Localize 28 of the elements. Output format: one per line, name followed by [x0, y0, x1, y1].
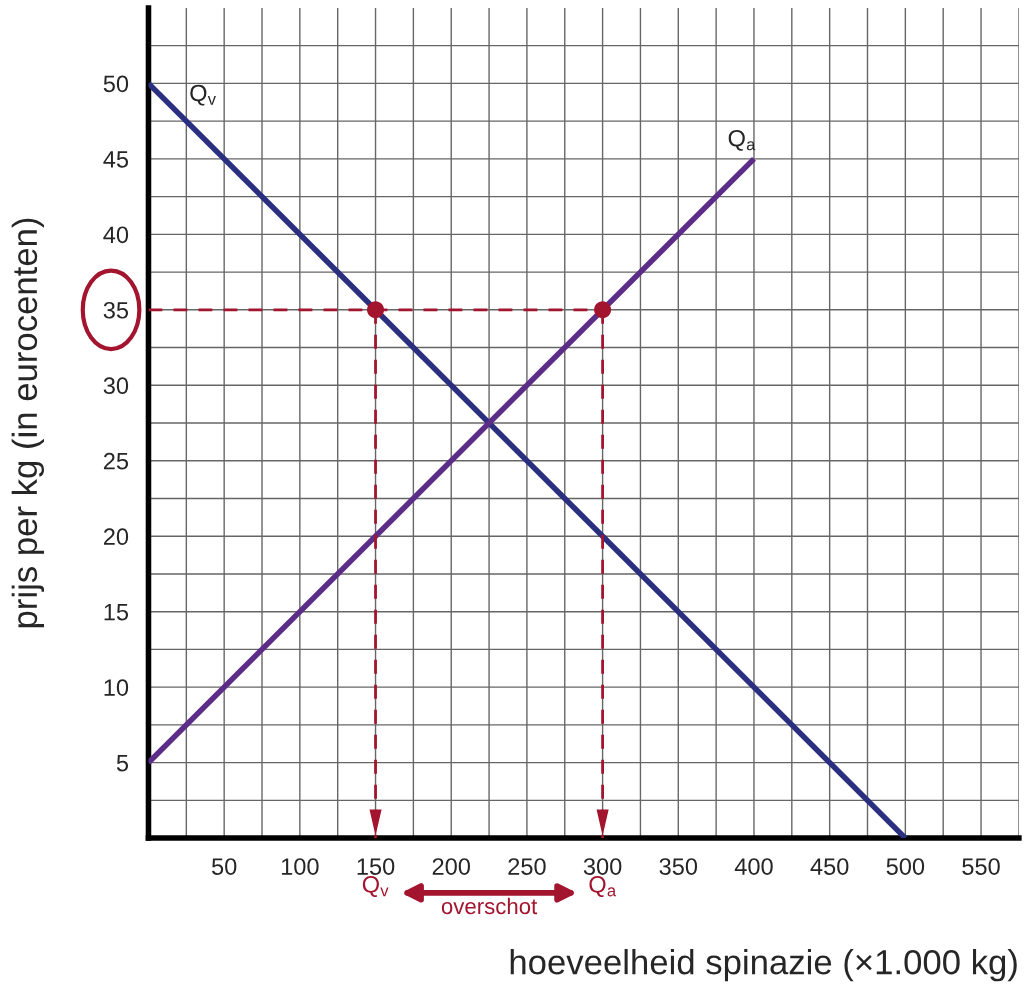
x-tick-label: 50: [211, 858, 237, 875]
x-tick-label: 350: [659, 858, 698, 875]
y-tick-label: 35: [103, 301, 129, 319]
x-tick-label: 450: [810, 858, 849, 875]
x-tick-label: 200: [432, 858, 470, 875]
x-tick-label: 300: [583, 858, 622, 875]
x-tick-label: 550: [962, 858, 1000, 875]
x-tick-label: 400: [734, 858, 773, 875]
y-tick-label: 20: [103, 528, 129, 546]
text: Q$_{v}$: [362, 876, 389, 897]
y-tick-label: 40: [103, 226, 129, 244]
y-tick-label: 45: [103, 151, 129, 168]
x-tick-label: 150: [357, 858, 395, 875]
x-tick-label: 500: [886, 858, 925, 875]
y-tick-label: 25: [103, 452, 129, 470]
annotation: Q$_{a}$: [728, 129, 756, 151]
text: Q$_{a}$: [589, 876, 617, 897]
y-axis-title: prijs per kg (in eurocenten): [11, 218, 45, 628]
y-tick-label: 50: [103, 75, 129, 93]
y-tick-label: 15: [104, 604, 129, 621]
text: overschot: [441, 897, 538, 915]
x-tick-label: 100: [281, 858, 319, 875]
y-tick-label: 30: [103, 377, 129, 395]
x-axis-title: hoeveelheid spinazie (×1.000 kg): [510, 948, 1017, 982]
annotation: Q$_{v}$: [190, 84, 216, 106]
y-tick-label: 10: [104, 679, 129, 696]
y-tick-label: 5: [116, 754, 129, 772]
x-tick-label: 250: [508, 858, 546, 875]
